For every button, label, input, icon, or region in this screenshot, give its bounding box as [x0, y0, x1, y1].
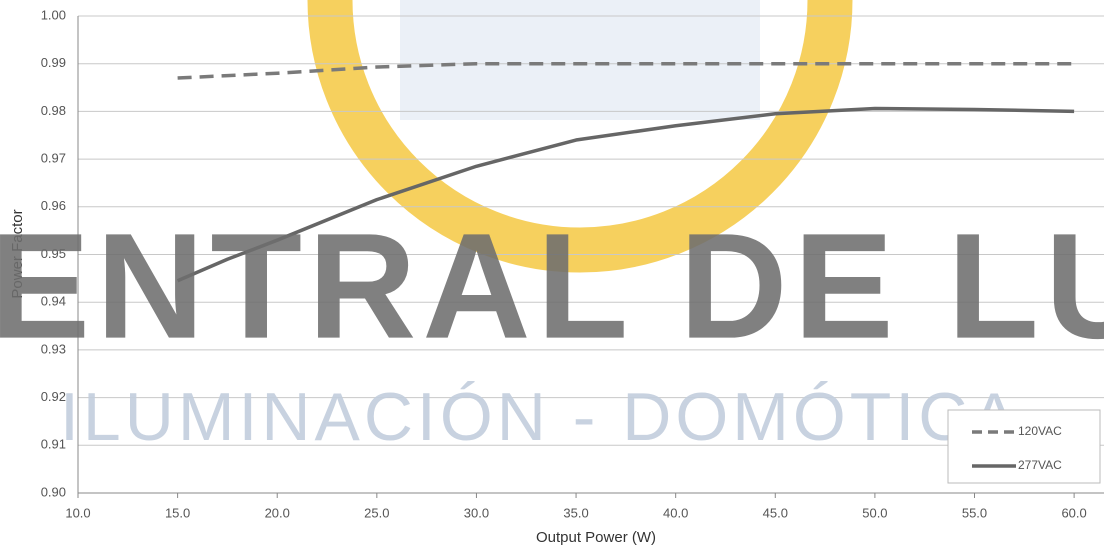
y-axis-title: Power Factor: [9, 209, 26, 298]
watermark-logo: [307, 0, 853, 273]
legend: 120VAC 277VAC: [947, 409, 1101, 484]
watermark-text: ENTRAL DE LU: [0, 202, 1104, 370]
y-tick-label: 1.00: [41, 7, 66, 22]
x-tick-label: 40.0: [663, 505, 688, 520]
x-tick-label: 55.0: [962, 505, 987, 520]
y-tick-label: 0.95: [41, 246, 66, 261]
y-tick-label: 0.96: [41, 198, 66, 213]
x-tick-label: 45.0: [763, 505, 788, 520]
y-tick-label: 0.90: [41, 484, 66, 499]
x-tick-label: 25.0: [364, 505, 389, 520]
x-tick-label: 30.0: [464, 505, 489, 520]
x-tick-label: 35.0: [563, 505, 588, 520]
series-line: [177, 61, 1075, 80]
y-tick-label: 0.92: [41, 389, 66, 404]
x-axis-title: Output Power (W): [536, 529, 656, 546]
x-tick-label: 20.0: [265, 505, 290, 520]
x-tick-label: 60.0: [1061, 505, 1086, 520]
y-tick-label: 0.91: [41, 437, 66, 452]
y-tick-label: 0.94: [41, 294, 66, 309]
legend-box: [947, 409, 1101, 484]
legend-label: 120VAC: [1018, 424, 1062, 438]
y-tick-label: 0.99: [41, 55, 66, 70]
logo-circuit: [400, 0, 760, 120]
y-tick-label: 0.97: [41, 151, 66, 166]
series-line: [176, 106, 1075, 283]
logo-ring: [307, 0, 853, 273]
legend-label: 277VAC: [1018, 458, 1062, 472]
x-tick-label: 50.0: [862, 505, 887, 520]
watermark-text: ILUMINACIÓN - DOMÓTICA: [60, 379, 1021, 455]
y-tick-label: 0.93: [41, 341, 66, 356]
x-tick-label: 15.0: [165, 505, 190, 520]
y-tick-label: 0.98: [41, 103, 66, 118]
x-tick-label: 10.0: [65, 505, 90, 520]
